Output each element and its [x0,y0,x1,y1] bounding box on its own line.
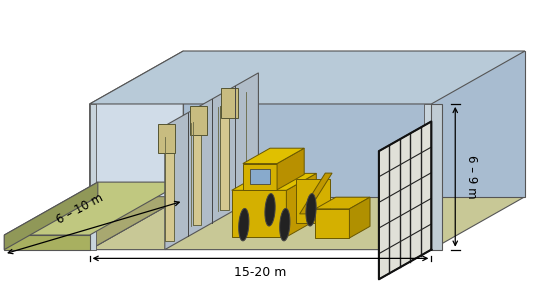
Polygon shape [300,173,332,214]
Polygon shape [4,235,90,250]
Polygon shape [243,164,277,190]
Polygon shape [184,51,525,197]
Polygon shape [277,148,304,190]
Polygon shape [165,73,258,250]
Polygon shape [315,197,370,209]
Polygon shape [315,209,349,238]
Polygon shape [165,137,174,240]
Polygon shape [349,197,370,238]
Polygon shape [306,193,316,226]
Polygon shape [379,122,431,279]
Polygon shape [296,179,330,223]
Polygon shape [4,182,98,250]
Polygon shape [424,104,431,250]
Polygon shape [243,148,304,164]
Polygon shape [280,208,290,241]
Polygon shape [232,190,286,237]
Polygon shape [431,104,441,250]
Polygon shape [90,51,184,250]
Polygon shape [4,197,184,250]
Polygon shape [90,197,525,250]
Polygon shape [239,208,249,241]
Polygon shape [220,106,229,209]
Polygon shape [249,170,270,184]
Polygon shape [193,122,201,225]
Text: 15-20 m: 15-20 m [234,266,287,279]
Polygon shape [286,173,316,237]
Polygon shape [189,106,207,135]
Polygon shape [90,104,96,250]
Polygon shape [4,182,184,235]
Text: 6 – 9 m: 6 – 9 m [464,155,478,199]
Polygon shape [232,173,316,190]
Polygon shape [158,124,175,153]
Polygon shape [90,51,525,104]
Polygon shape [265,193,275,226]
Text: 6 – 10 m: 6 – 10 m [54,191,105,226]
Polygon shape [221,89,238,117]
